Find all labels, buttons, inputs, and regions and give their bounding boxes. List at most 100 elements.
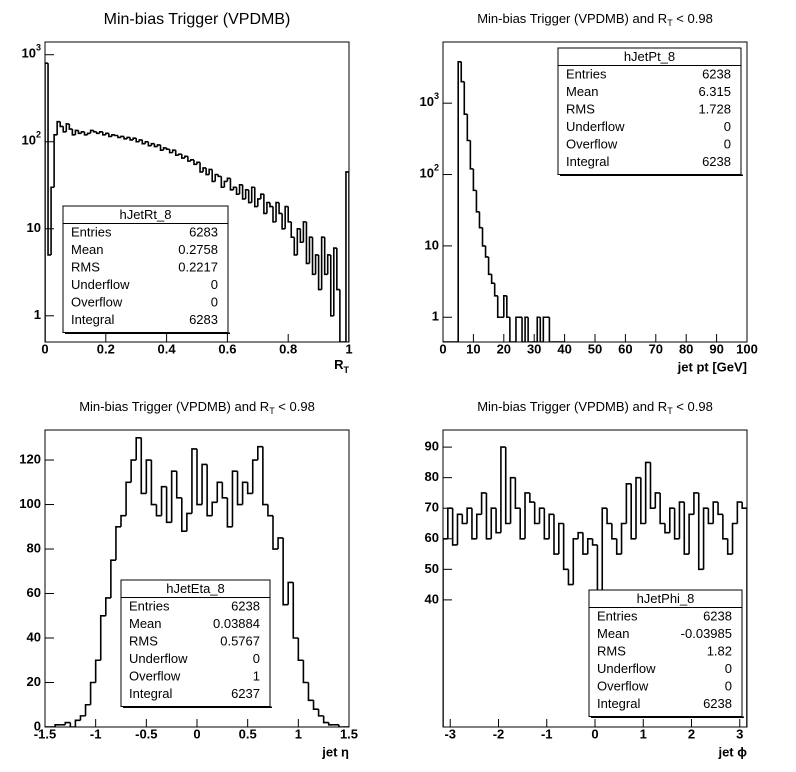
bin	[447, 507, 453, 539]
bin	[54, 723, 61, 727]
y-tick-base: 10	[22, 46, 36, 61]
stats-label: Overflow	[597, 679, 649, 694]
stats-value: 0.5767	[220, 634, 260, 649]
chart-title: Min-bias Trigger (VPDMB)	[104, 11, 291, 28]
y-tick-label: 10	[27, 220, 41, 235]
bin	[238, 184, 243, 195]
stats-label: Mean	[566, 84, 599, 99]
y-tick-label: 100	[19, 496, 41, 511]
bin	[673, 508, 680, 540]
bin	[307, 682, 314, 702]
bin	[77, 130, 82, 135]
y-tick-label: 70	[425, 500, 439, 515]
stats-bg	[557, 47, 742, 175]
bin	[120, 514, 127, 527]
bin	[208, 168, 213, 175]
panel: Min-bias Trigger (VPDMB) and RT < 0.98 -1…	[19, 399, 358, 759]
bin	[175, 471, 182, 499]
bin	[278, 202, 283, 215]
bin	[281, 213, 286, 230]
bin	[481, 227, 486, 247]
bin	[56, 120, 61, 135]
bin	[115, 525, 121, 561]
histogram	[443, 446, 747, 727]
bin	[95, 131, 100, 135]
bin	[284, 205, 289, 229]
stats-value: 0.2217	[178, 260, 218, 275]
bin	[229, 178, 234, 191]
bin	[327, 722, 334, 726]
x-tick-label: 0	[591, 726, 598, 741]
bin	[320, 236, 325, 290]
bin	[187, 156, 191, 162]
bin	[323, 237, 328, 276]
bin	[495, 508, 501, 534]
stats-label: Entries	[129, 599, 170, 614]
y-tick-label: 103	[420, 92, 439, 110]
bin	[287, 206, 292, 223]
bin	[471, 508, 477, 540]
bin	[562, 523, 569, 571]
bin	[262, 446, 268, 506]
bin	[297, 638, 304, 662]
bin	[586, 537, 593, 555]
bin	[165, 486, 172, 524]
x-tick-label: 80	[679, 341, 693, 356]
bin	[567, 569, 574, 586]
bin	[490, 507, 497, 539]
bin	[101, 131, 106, 136]
bin	[71, 129, 76, 136]
bin	[538, 507, 545, 524]
y-tick-exp: 2	[36, 130, 41, 140]
histogram	[45, 62, 349, 342]
stats-value: 6283	[189, 225, 218, 240]
bin	[292, 582, 299, 639]
stats-value: 6238	[702, 154, 731, 169]
stats-value: 1.82	[707, 644, 732, 659]
bin	[190, 159, 194, 162]
y-tick-label: 102	[420, 163, 439, 181]
bin	[543, 508, 550, 540]
stats-label: Mean	[129, 616, 162, 631]
bin	[231, 470, 238, 527]
bin	[196, 448, 203, 506]
bin	[290, 221, 295, 239]
bin	[472, 168, 477, 192]
bin	[336, 248, 340, 291]
bin	[263, 194, 267, 215]
x-axis-label: jet ϕ	[717, 744, 747, 759]
bin	[635, 476, 641, 539]
bin	[322, 715, 329, 724]
bin	[68, 123, 73, 130]
bin	[162, 147, 167, 151]
bin	[138, 139, 143, 142]
y-tick-base: 10	[420, 166, 434, 181]
bin	[338, 724, 344, 727]
stats-label: Integral	[566, 154, 609, 169]
stats-bg	[120, 579, 271, 707]
stats-label: Mean	[71, 242, 104, 257]
x-axis-label: RT	[334, 357, 349, 375]
y-tick-label: 120	[19, 451, 41, 466]
bin	[221, 482, 228, 499]
x-tick-label: 0	[439, 341, 446, 356]
bin	[620, 522, 627, 555]
bin	[140, 437, 147, 495]
stats-value: 1	[253, 669, 260, 684]
bin	[311, 237, 316, 276]
bin	[130, 459, 137, 483]
stats-box: hJetRt_8 Entries 6283 Mean 0.2758 RMS 0.2217 Un…	[62, 205, 230, 334]
bin	[282, 537, 289, 606]
stats-value: 1.728	[698, 102, 731, 117]
stats-box: hJetEta_8 Entries 6238 Mean 0.03884 RMS 0.5767…	[120, 579, 272, 708]
stats-label: Overflow	[566, 137, 618, 152]
bin	[582, 532, 588, 555]
bin	[117, 135, 121, 139]
bin	[457, 61, 462, 342]
bin	[463, 81, 468, 116]
stats-label: RMS	[566, 102, 595, 117]
bin	[257, 445, 263, 461]
stats-value: -0.03985	[681, 626, 732, 641]
bin	[241, 184, 246, 200]
bin	[514, 477, 521, 510]
